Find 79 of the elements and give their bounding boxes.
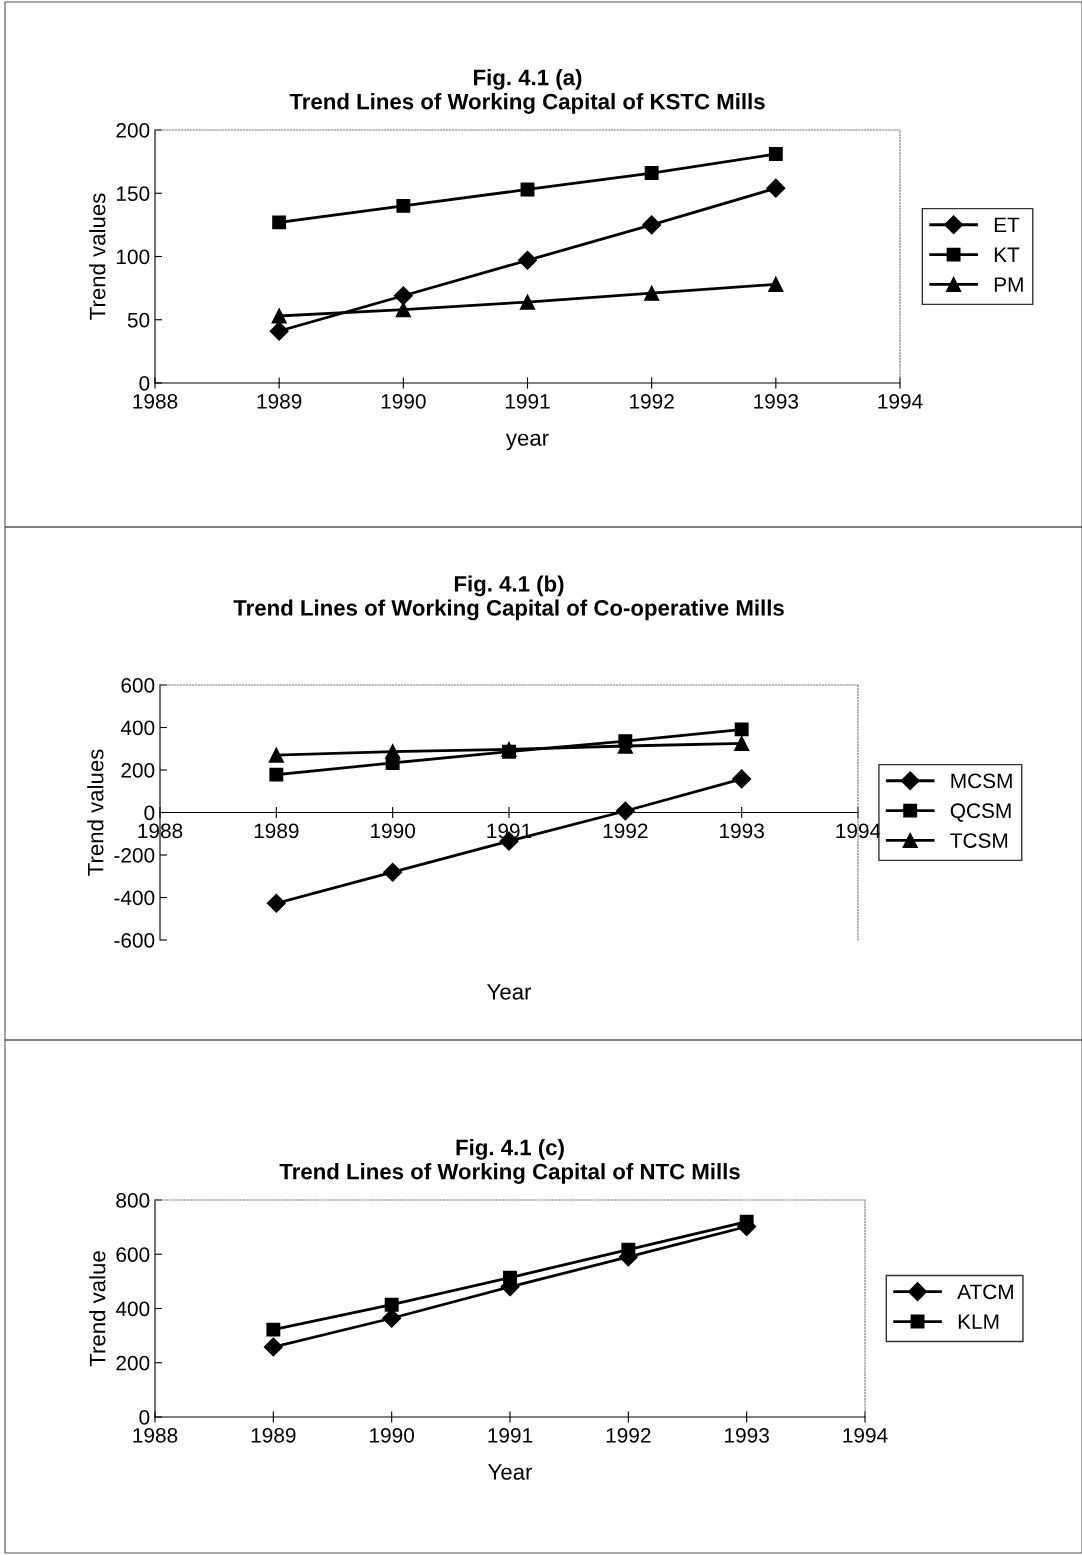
y-tick-label: 800 [116,1193,150,1208]
y-tick-label: 0 [139,1410,150,1425]
x-tick-label: 1991 [488,1427,533,1443]
y-tick-label: 0 [144,805,155,821]
point [766,178,786,198]
y-tick-label: -400 [114,890,155,906]
point [385,744,401,760]
point [269,321,289,341]
y-tick-label: 400 [115,1301,150,1317]
x-tick-label: 1988 [133,1427,178,1443]
point [768,276,784,292]
point [644,285,660,301]
x-axis-title: Year [487,984,532,1000]
y-tick-label: 200 [121,763,155,778]
y-axis-title: Trend value [89,1251,106,1367]
point [642,215,662,235]
x-tick-label: 1993 [725,1427,769,1443]
point [268,747,284,763]
x-tick-label: 1992 [606,1427,651,1443]
point [269,767,284,782]
x-tick-label: 1990 [371,823,416,839]
x-tick-label: 1989 [257,393,302,409]
point [266,893,286,913]
x-tick-label: 1993 [754,393,799,409]
x-tick-label: 1992 [603,823,648,839]
point [615,801,635,821]
y-tick-label: -200 [114,848,155,863]
y-axis-title: Trend values [89,193,106,320]
x-axis-title: Year [488,1464,533,1480]
y-tick-label: -600 [114,933,155,948]
legend-label: KLM [958,1314,999,1329]
point [644,166,659,180]
x-tick-label: 1993 [720,823,764,839]
point [517,250,538,270]
y-tick-label: 0 [139,376,150,391]
x-axis-title: year [505,433,549,451]
chart-title: Fig. 4.1 (a) Trend Lines of Working Capital of KSTC Mills [289,69,765,114]
x-tick-label: 1991 [505,393,550,409]
point [734,722,749,737]
y-tick-label: 400 [120,720,155,736]
point [263,1337,283,1357]
x-tick-label: 1990 [381,393,426,409]
legend-label: KT [994,247,1020,262]
y-tick-label: 150 [116,186,150,201]
chart-title: Fig. 4.1 (c) Trend Lines of Working Capital of NTC Mills [279,1139,740,1184]
y-axis-title: Trend values [87,749,104,876]
legend-label: ATCM [957,1284,1013,1300]
legend-label: MCSM [951,773,1012,789]
y-tick-label: 600 [121,678,155,693]
x-tick-label: 1994 [843,1427,888,1443]
point [396,198,411,213]
x-tick-label: 1989 [254,823,299,839]
legend-label: PM [994,277,1023,292]
point [266,1322,281,1337]
x-tick-label: 1990 [370,1427,415,1443]
point [393,286,413,306]
legend-label: ET [994,217,1020,233]
x-tick-label: 1994 [878,393,923,409]
chart-title: Fig. 4.1 (b) Trend Lines of Working Capital of Co-operative Mills [233,575,784,621]
legend-label: QCSM [950,803,1011,822]
y-tick-label: 200 [116,1355,150,1371]
x-tick-label: 1992 [630,393,674,409]
y-tick-label: 200 [116,123,150,138]
y-tick-label: 100 [116,249,150,265]
point [271,308,287,324]
point [519,294,536,310]
point [384,1297,399,1312]
x-tick-label: 1988 [133,393,178,409]
point [768,147,783,161]
point [272,215,287,230]
x-tick-label: 1989 [251,1427,296,1443]
point [732,769,752,789]
point [383,862,403,882]
y-tick-label: 600 [116,1247,150,1262]
point [734,735,750,752]
point [621,1242,636,1257]
y-tick-label: 50 [127,312,150,328]
point [503,1270,517,1285]
legend-label: TCSM [950,833,1008,848]
